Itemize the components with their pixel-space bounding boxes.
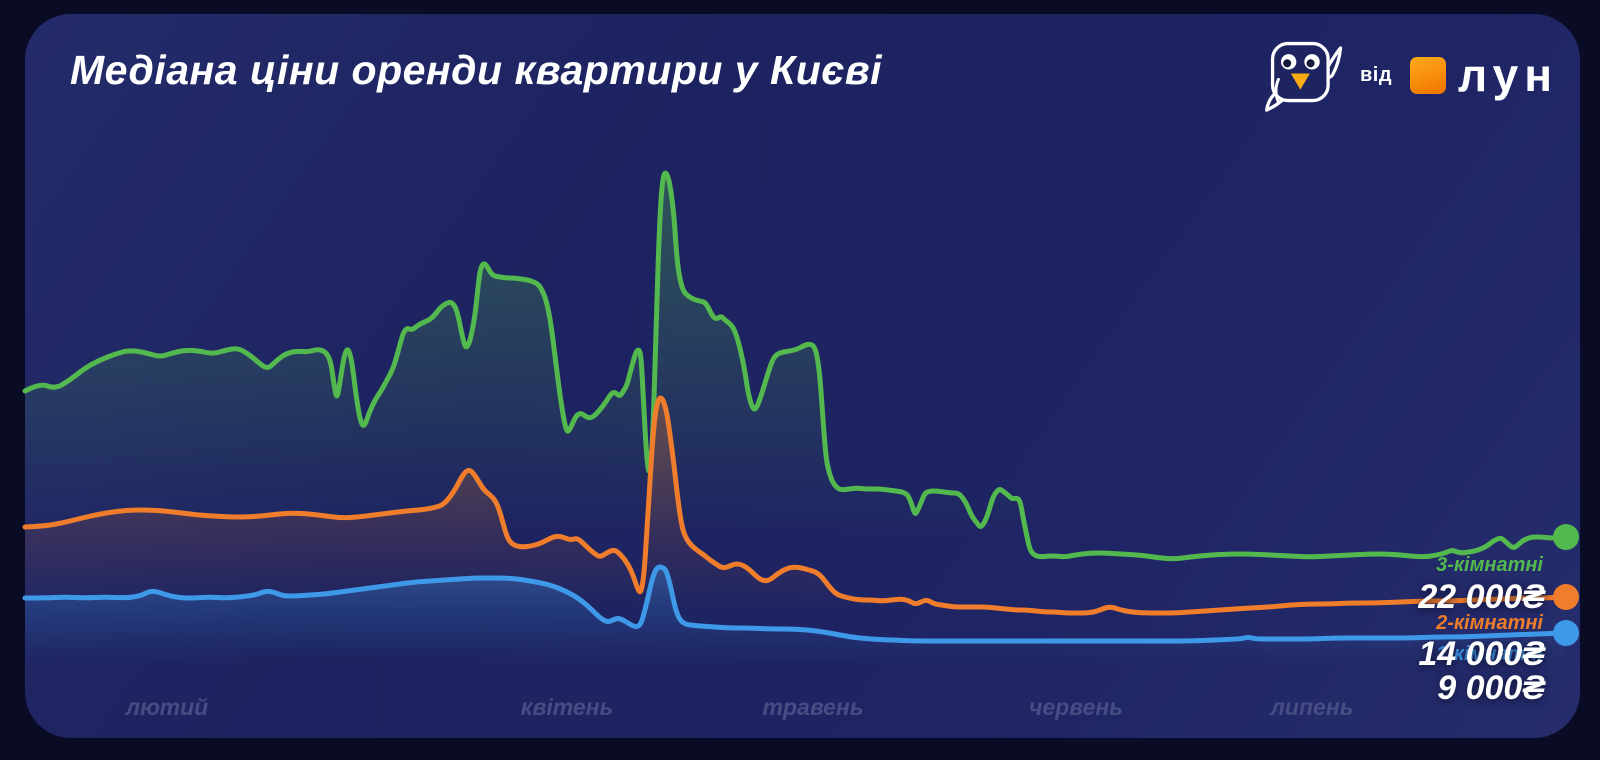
series-line-3-кімнатні <box>22 170 1569 562</box>
x-axis-label-april: квітень <box>520 694 614 720</box>
x-axis-label-july: липень <box>1270 694 1354 720</box>
lun-brand: від лун <box>1262 40 1558 112</box>
series-endpoint-3-кімнатні <box>1553 524 1579 550</box>
x-axis-label-may: травень <box>762 694 864 720</box>
series-line-1-кімнатні <box>22 564 1569 644</box>
legend-value-3-room: 22 000₴ <box>1418 578 1545 616</box>
legend-label-3-room: 3-кімнатні <box>1436 554 1543 576</box>
lun-logo-text: лун <box>1458 49 1558 101</box>
lun-logo-square <box>1410 56 1447 94</box>
series-endpoint-1-кімнатні <box>1553 620 1579 646</box>
owl-mascot-icon <box>1265 41 1343 112</box>
legend-label-1-room: 1-кімнатні <box>1436 643 1543 665</box>
series-area-1-кімнатні <box>25 567 1566 706</box>
brand-from-label: від <box>1359 63 1393 86</box>
owl-beak <box>1290 73 1310 90</box>
series-line-2-кімнатні <box>22 395 1569 616</box>
x-axis-label-june: червень <box>1029 694 1123 720</box>
legend-label-2-room: 2-кімнатні <box>1436 612 1543 634</box>
chart-title: Медіана ціни оренди квартири у Києві <box>70 47 882 93</box>
legend-value-2-room: 14 000₴ <box>1418 635 1545 673</box>
legend-value-1-room: 9 000₴ <box>1437 669 1545 707</box>
x-axis-label-february: лютий <box>125 694 209 720</box>
series-endpoint-2-кімнатні <box>1553 584 1579 610</box>
